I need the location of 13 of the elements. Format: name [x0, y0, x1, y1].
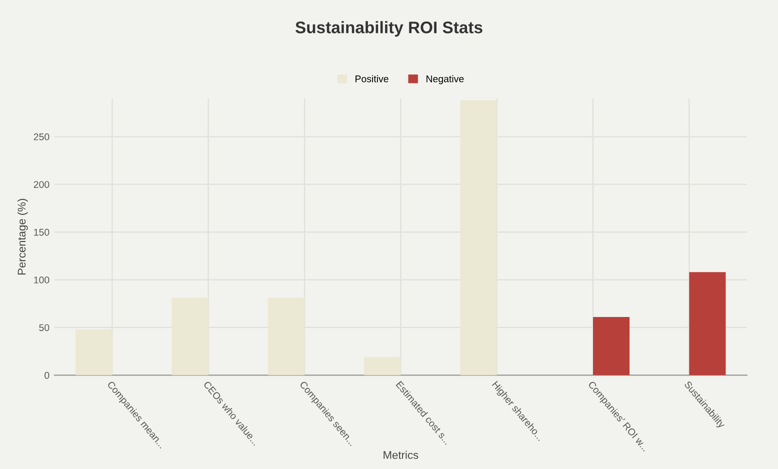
y-tick-label: 100: [34, 276, 50, 284]
bar: [689, 272, 726, 376]
bar: [593, 316, 630, 376]
y-tick-label: 150: [34, 228, 50, 236]
y-tick-label: 200: [34, 181, 50, 188]
y-axis-title: Percentage (%): [17, 198, 28, 275]
y-tick-label: 250: [34, 133, 50, 140]
x-axis-title: Metrics: [384, 450, 418, 459]
y-tick-label: 0: [44, 372, 50, 379]
legend-label: Negative: [426, 75, 464, 84]
y-tick-label: 50: [39, 324, 50, 332]
legend-label: Positive: [356, 75, 388, 82]
chart-title: Sustainability ROI Stats: [295, 21, 482, 37]
